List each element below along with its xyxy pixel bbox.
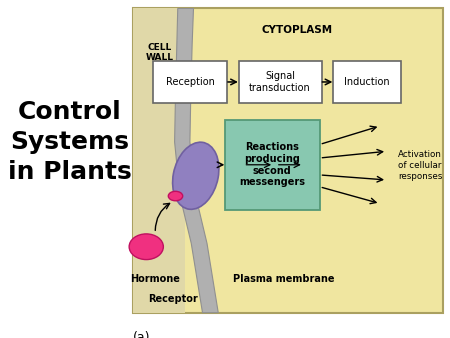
Text: (a): (a) — [133, 331, 150, 338]
Polygon shape — [175, 8, 218, 313]
Circle shape — [129, 234, 163, 260]
Text: Plasma membrane: Plasma membrane — [233, 274, 334, 284]
FancyBboxPatch shape — [225, 120, 320, 210]
FancyBboxPatch shape — [238, 61, 322, 103]
Text: Reception: Reception — [166, 77, 215, 87]
Text: Induction: Induction — [344, 77, 390, 87]
Text: CYTOPLASM: CYTOPLASM — [261, 25, 333, 35]
Text: Hormone: Hormone — [130, 274, 180, 284]
Ellipse shape — [173, 142, 219, 209]
Text: Receptor: Receptor — [148, 294, 198, 304]
FancyBboxPatch shape — [153, 61, 227, 103]
Text: Reactions
producing
second
messengers: Reactions producing second messengers — [239, 142, 305, 187]
Bar — [133, 8, 443, 313]
Text: Control
Systems
in Plants: Control Systems in Plants — [8, 100, 131, 184]
Text: Signal
transduction: Signal transduction — [249, 71, 311, 93]
Bar — [133, 8, 184, 313]
Text: CELL
WALL: CELL WALL — [146, 43, 174, 62]
FancyBboxPatch shape — [333, 61, 400, 103]
Text: Activation
of cellular
responses: Activation of cellular responses — [398, 150, 443, 181]
Ellipse shape — [168, 191, 183, 201]
